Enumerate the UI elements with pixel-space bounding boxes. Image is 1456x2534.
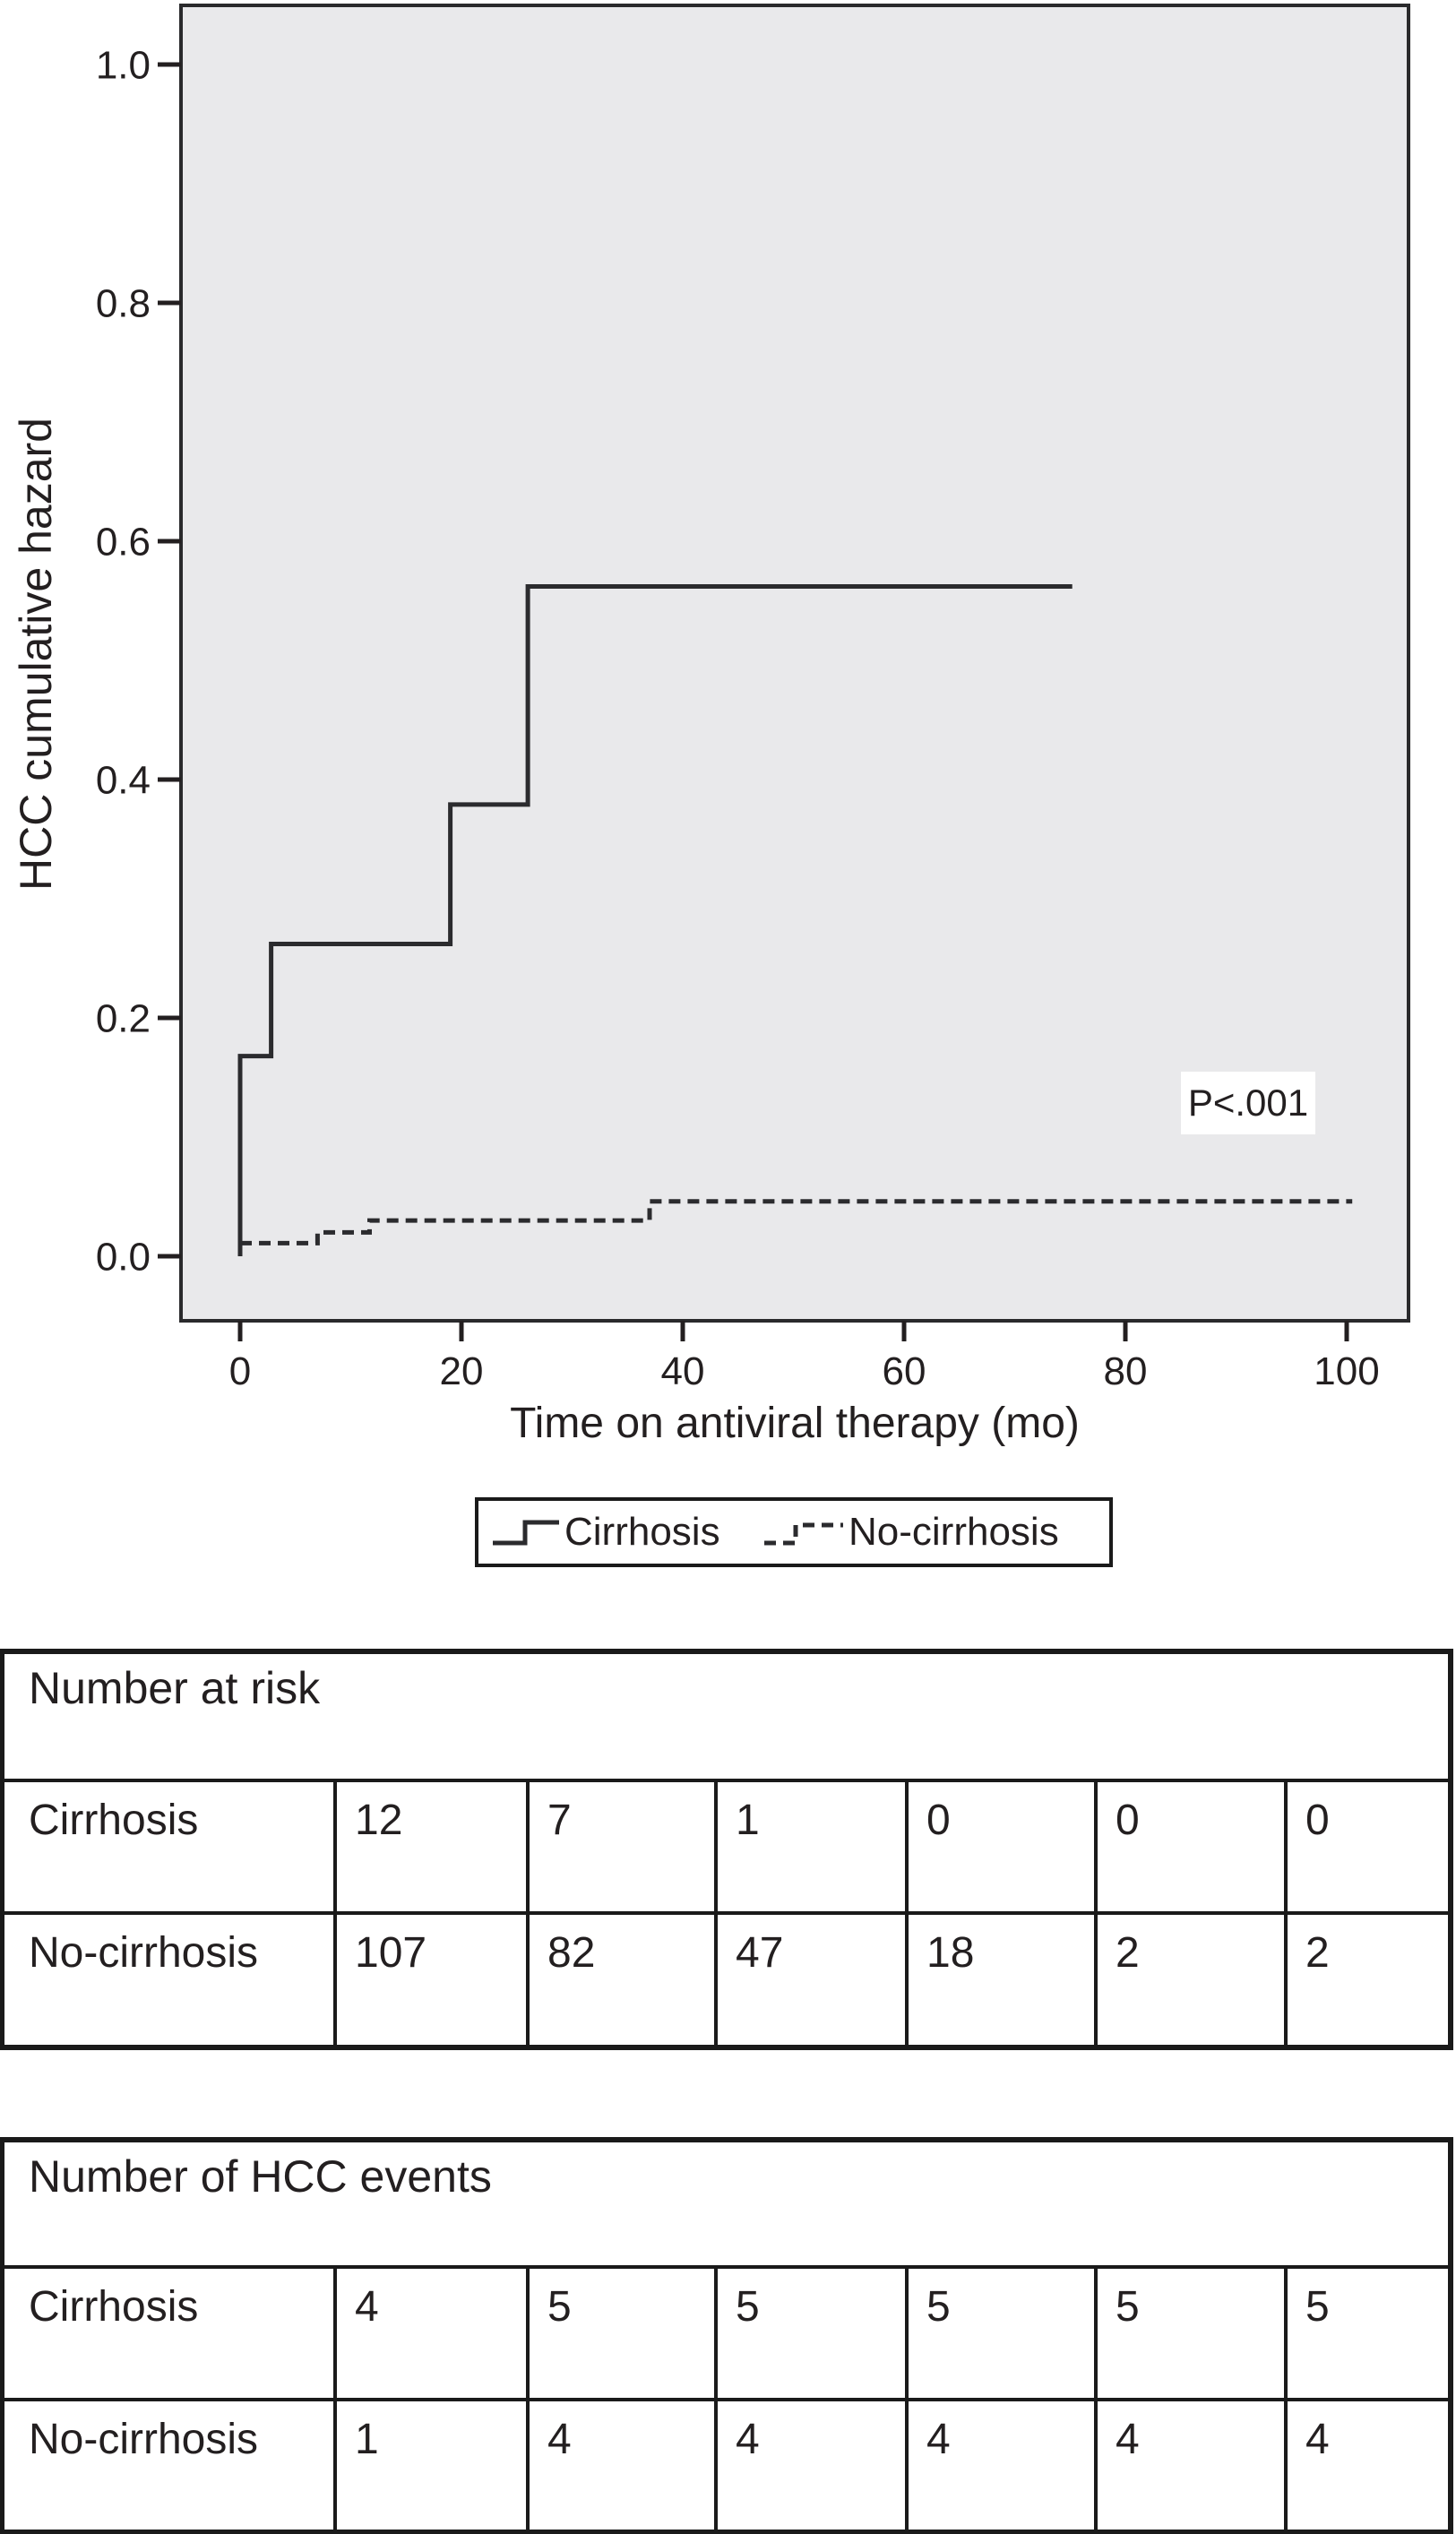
y-tick-label: 0.4 <box>96 758 151 802</box>
table-cell-value: 5 <box>926 2283 951 2331</box>
table-cell-value: 0 <box>926 1797 951 1844</box>
table-cell-value: 1 <box>355 2416 379 2463</box>
table-cell-value: 5 <box>1305 2283 1330 2331</box>
x-axis-title: Time on antiviral therapy (mo) <box>510 1400 1080 1447</box>
table-cell-value: 1 <box>736 1797 760 1844</box>
legend-label-cirrhosis: Cirrhosis <box>564 1510 720 1554</box>
table-cell-value: 5 <box>547 2283 572 2331</box>
y-tick-label: 0.2 <box>96 996 151 1040</box>
table-cell-value: 5 <box>736 2283 760 2331</box>
table-row-label: No-cirrhosis <box>29 2416 258 2463</box>
series-line-cirrhosis <box>237 584 1073 1256</box>
legend-label-no-cirrhosis: No-cirrhosis <box>849 1510 1059 1554</box>
table-cell-value: 82 <box>547 1929 595 1977</box>
table-cell-value: 7 <box>547 1797 572 1844</box>
y-tick-label: 0.0 <box>96 1235 151 1279</box>
x-tick-label: 60 <box>883 1349 926 1393</box>
x-tick-label: 80 <box>1104 1349 1148 1393</box>
table-cell-value: 47 <box>736 1929 783 1977</box>
table-title: Number at risk <box>29 1663 321 1713</box>
table-cell-value: 4 <box>926 2416 951 2463</box>
p-value-box <box>1181 1072 1315 1134</box>
table-cell-value: 107 <box>355 1929 426 1977</box>
table-row-label: Cirrhosis <box>29 1797 198 1844</box>
y-tick-label: 0.6 <box>96 520 151 564</box>
table-cell-value: 4 <box>1116 2416 1140 2463</box>
p-value-text: P<.001 <box>1188 1082 1308 1124</box>
legend-solid-line-icon <box>493 1520 559 1546</box>
y-tick-label: 0.8 <box>96 281 151 325</box>
p-value-annotation: P<.001 <box>1181 1072 1315 1134</box>
axis-ticks: 0 20 40 60 80 100 0.0 0.2 0.4 0.6 0.8 1.0 <box>96 43 1380 1393</box>
table-cell-value: 0 <box>1116 1797 1140 1844</box>
x-tick-label: 100 <box>1314 1349 1379 1393</box>
x-tick-label: 0 <box>229 1349 251 1393</box>
table-row-label: Cirrhosis <box>29 2283 198 2331</box>
table-cell-value: 5 <box>1116 2283 1140 2331</box>
y-tick-label: 1.0 <box>96 43 151 87</box>
table-cell-value: 18 <box>926 1929 974 1977</box>
table-cell-value: 12 <box>355 1797 402 1844</box>
table-cell-value: 4 <box>547 2416 572 2463</box>
table-cell-value: 4 <box>736 2416 760 2463</box>
table-0: Number at risk Cirrhosis 12 7 1 0 0 0 No-cirrhos… <box>0 1649 1453 2050</box>
table-row-label: No-cirrhosis <box>29 1929 258 1977</box>
table-cell-value: 4 <box>1305 2416 1330 2463</box>
table-cell-value: 4 <box>355 2283 379 2331</box>
table-border <box>0 2137 1453 2534</box>
table-title: Number of HCC events <box>29 2151 492 2202</box>
x-tick-label: 40 <box>661 1349 705 1393</box>
y-axis-title: HCC cumulative hazard <box>11 418 61 891</box>
legend: Cirrhosis No-cirrhosis <box>475 1497 1113 1567</box>
table-border <box>0 1649 1453 2050</box>
table-cell-value: 0 <box>1305 1797 1330 1844</box>
x-tick-label: 20 <box>440 1349 484 1393</box>
table-cell-value: 2 <box>1305 1929 1330 1977</box>
chart-series <box>237 584 1353 1256</box>
legend-dashed-line-icon <box>764 1522 843 1546</box>
table-1: Number of HCC events Cirrhosis 4 5 5 5 5 5 No-ci… <box>0 2137 1453 2534</box>
table-cell-value: 2 <box>1116 1929 1140 1977</box>
series-line-no-cirrhosis <box>240 1199 1353 1245</box>
